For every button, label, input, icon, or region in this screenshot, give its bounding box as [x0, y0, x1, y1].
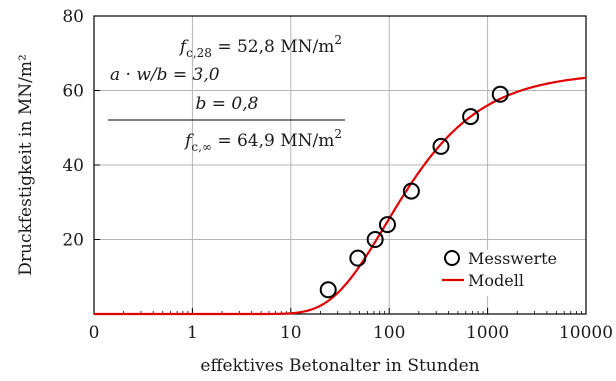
grid-lines: [94, 16, 586, 314]
x-tick-label: 100: [373, 323, 405, 343]
legend-label-messwerte: Messwerte: [468, 249, 557, 268]
data-point: [402, 182, 420, 200]
annotation-awb: a · w/b = 3,0: [110, 65, 220, 85]
annotation-b: b = 0,8: [196, 94, 259, 114]
data-point: [319, 281, 337, 299]
data-point: [491, 85, 509, 103]
data-point: [432, 137, 450, 155]
y-tick-label: 20: [62, 231, 84, 251]
x-axis-label: effektives Betonalter in Stunden: [200, 356, 479, 376]
data-point: [462, 108, 480, 126]
legend: Messwerte Modell: [437, 249, 577, 296]
parameter-annotation: fc,28 = 52,8 MN/m2 a · w/b = 3,0 b = 0,8…: [108, 33, 345, 154]
annotation-fcinf: fc,∞ = 64,9 MN/m2: [183, 127, 342, 154]
x-tick-label: 10: [280, 323, 302, 343]
x-tick-label: 1000: [466, 323, 509, 343]
y-axis-label: Druckfestigkeit in MN/m²: [16, 54, 36, 276]
y-tick-label: 60: [62, 82, 84, 102]
x-tick-label: 1: [187, 323, 198, 343]
data-point: [366, 231, 384, 248]
data-point: [378, 216, 396, 234]
x-tick-label: 10000: [559, 323, 613, 343]
y-tick-label: 40: [62, 156, 84, 176]
measurement-points: [319, 85, 509, 299]
legend-label-modell: Modell: [468, 271, 524, 290]
y-tick-labels: 20 40 60 80: [62, 7, 84, 251]
y-tick-label: 80: [62, 7, 84, 27]
legend-background: [437, 250, 577, 296]
data-point: [349, 249, 367, 267]
x-tick-label: 0: [89, 323, 100, 343]
legend-marker-messwerte: [444, 250, 460, 266]
model-curve: [94, 76, 587, 316]
x-tick-labels: 0 1 10 100 1000 10000: [89, 323, 613, 343]
axis-ticks: [93, 15, 587, 314]
annotation-fc28: fc,28 = 52,8 MN/m2: [178, 33, 342, 60]
